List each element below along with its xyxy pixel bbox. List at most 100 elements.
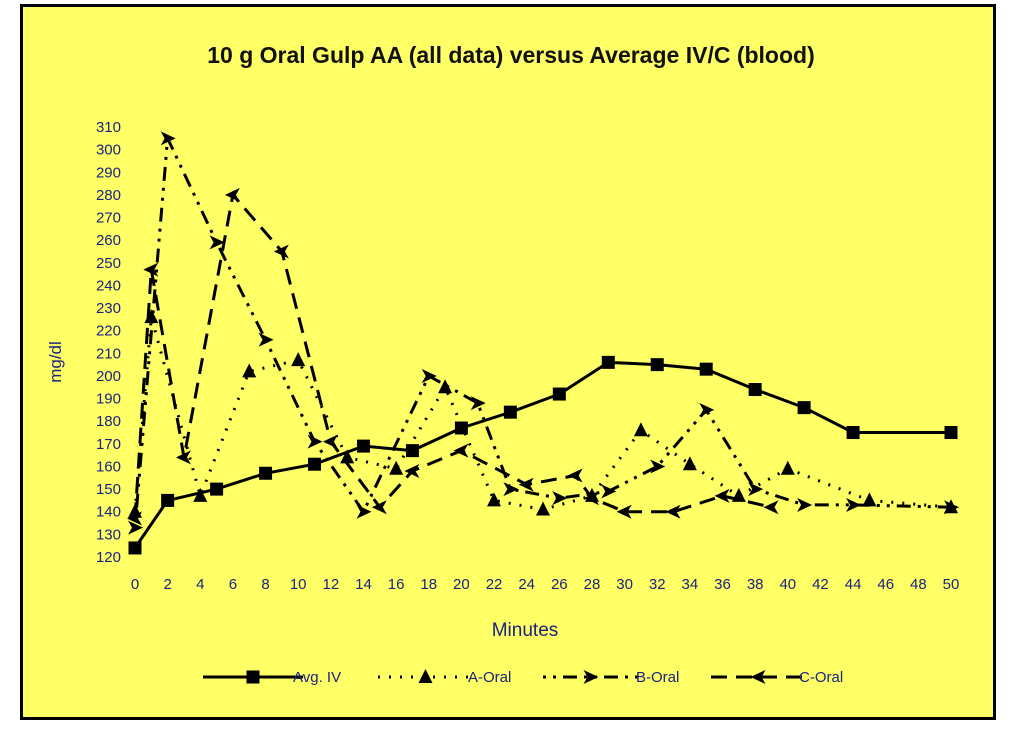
data-point: [210, 482, 224, 496]
data-point: [699, 402, 715, 417]
chart-svg: 10 g Oral Gulp AA (all data) versus Aver…: [23, 7, 993, 717]
y-tick-label: 220: [96, 323, 121, 340]
data-point: [797, 497, 813, 512]
legend-item: C-Oral: [711, 669, 843, 686]
data-point: [308, 457, 322, 471]
x-tick-label: 20: [453, 576, 470, 593]
data-point: [665, 504, 681, 519]
data-point: [127, 511, 142, 526]
data-point: [583, 491, 599, 506]
series-line: [133, 193, 772, 519]
legend-label: A-Oral: [468, 669, 511, 686]
legend: Avg. IV A-Oral B-Oral C-Oral: [203, 669, 843, 686]
x-tick-label: 36: [714, 576, 731, 593]
data-point: [371, 500, 387, 515]
data-point: [552, 491, 568, 506]
y-tick-label: 160: [96, 458, 121, 475]
x-tick-label: 48: [910, 576, 927, 593]
y-tick-label: 130: [96, 526, 121, 543]
data-point: [846, 426, 860, 440]
data-point: [780, 460, 795, 475]
data-point: [307, 434, 323, 449]
x-tick-label: 46: [877, 576, 894, 593]
x-tick-label: 40: [779, 576, 796, 593]
x-tick-label: 4: [196, 576, 204, 593]
x-tick-label: 28: [584, 576, 601, 593]
y-tick-label: 300: [96, 142, 121, 159]
data-point: [389, 460, 404, 475]
y-tick-label: 240: [96, 277, 121, 294]
data-point: [160, 131, 176, 146]
data-point: [175, 450, 191, 465]
data-point: [143, 262, 159, 277]
legend-label: C-Oral: [799, 669, 843, 686]
data-point: [601, 355, 615, 369]
x-tick-label: 26: [551, 576, 568, 593]
data-point: [748, 383, 762, 397]
x-tick-label: 18: [420, 576, 437, 593]
data-point: [714, 488, 730, 503]
x-tick-label: 6: [229, 576, 237, 593]
data-point: [404, 464, 420, 478]
data-point: [161, 493, 175, 507]
data-point: [453, 443, 469, 458]
y-tick-label: 120: [96, 549, 121, 566]
data-point: [650, 459, 666, 474]
legend-item: A-Oral: [378, 669, 511, 686]
legend-label: B-Oral: [636, 669, 679, 686]
data-point: [616, 504, 632, 519]
y-tick-label: 180: [96, 413, 121, 430]
series-layer: [127, 131, 959, 555]
chart-background: [23, 7, 993, 717]
data-point: [763, 500, 779, 515]
x-tick-label: 44: [845, 576, 862, 593]
legend-marker: [750, 670, 766, 684]
x-tick-label: 22: [486, 576, 503, 593]
data-point: [454, 421, 468, 435]
data-point: [503, 482, 519, 497]
data-point: [944, 500, 959, 515]
y-tick-label: 260: [96, 232, 121, 249]
x-tick-label: 30: [616, 576, 633, 593]
data-point: [259, 466, 273, 480]
y-tick-label: 170: [96, 436, 121, 453]
data-point: [356, 504, 372, 519]
data-point: [487, 492, 502, 507]
data-point: [862, 492, 877, 507]
data-point: [356, 439, 370, 453]
data-point: [944, 426, 958, 440]
x-tick-label: 14: [355, 576, 372, 593]
x-tick-label: 10: [290, 576, 307, 593]
y-tick-label: 290: [96, 164, 121, 181]
data-point: [242, 363, 257, 378]
x-tick-label: 32: [649, 576, 666, 593]
y-axis-label: mg/dl: [46, 341, 65, 383]
legend-item: Avg. IV: [203, 669, 341, 686]
series-avg-iv: [128, 355, 958, 555]
legend-item: B-Oral: [543, 669, 679, 686]
data-point: [209, 235, 225, 250]
data-point: [144, 309, 159, 324]
data-point: [405, 444, 419, 458]
x-tick-label: 8: [261, 576, 269, 593]
y-tick-label: 270: [96, 210, 121, 227]
data-point: [797, 401, 811, 415]
data-point: [699, 362, 713, 376]
data-point: [567, 468, 583, 483]
y-tick-labels: 120 130 140 150 160 170 180 190 200 210 220 230 240 2…: [96, 119, 121, 566]
x-axis-label: Minutes: [492, 620, 559, 641]
data-point: [748, 482, 764, 497]
x-tick-label: 16: [388, 576, 405, 593]
data-point: [128, 541, 142, 555]
chart-frame: 10 g Oral Gulp AA (all data) versus Aver…: [20, 4, 996, 720]
series-c-oral: [127, 187, 779, 526]
y-tick-label: 230: [96, 300, 121, 317]
data-point: [552, 387, 566, 401]
data-point: [438, 379, 453, 394]
x-tick-label: 2: [163, 576, 171, 593]
data-point: [128, 520, 143, 535]
y-tick-label: 280: [96, 187, 121, 204]
y-tick-label: 140: [96, 504, 121, 521]
x-tick-labels: 0 2 4 6 8 10 12 14 16 18 20 22 24 26 28 30 32 34 36 38 40 42 4…: [131, 576, 960, 593]
y-tick-label: 200: [96, 368, 121, 385]
